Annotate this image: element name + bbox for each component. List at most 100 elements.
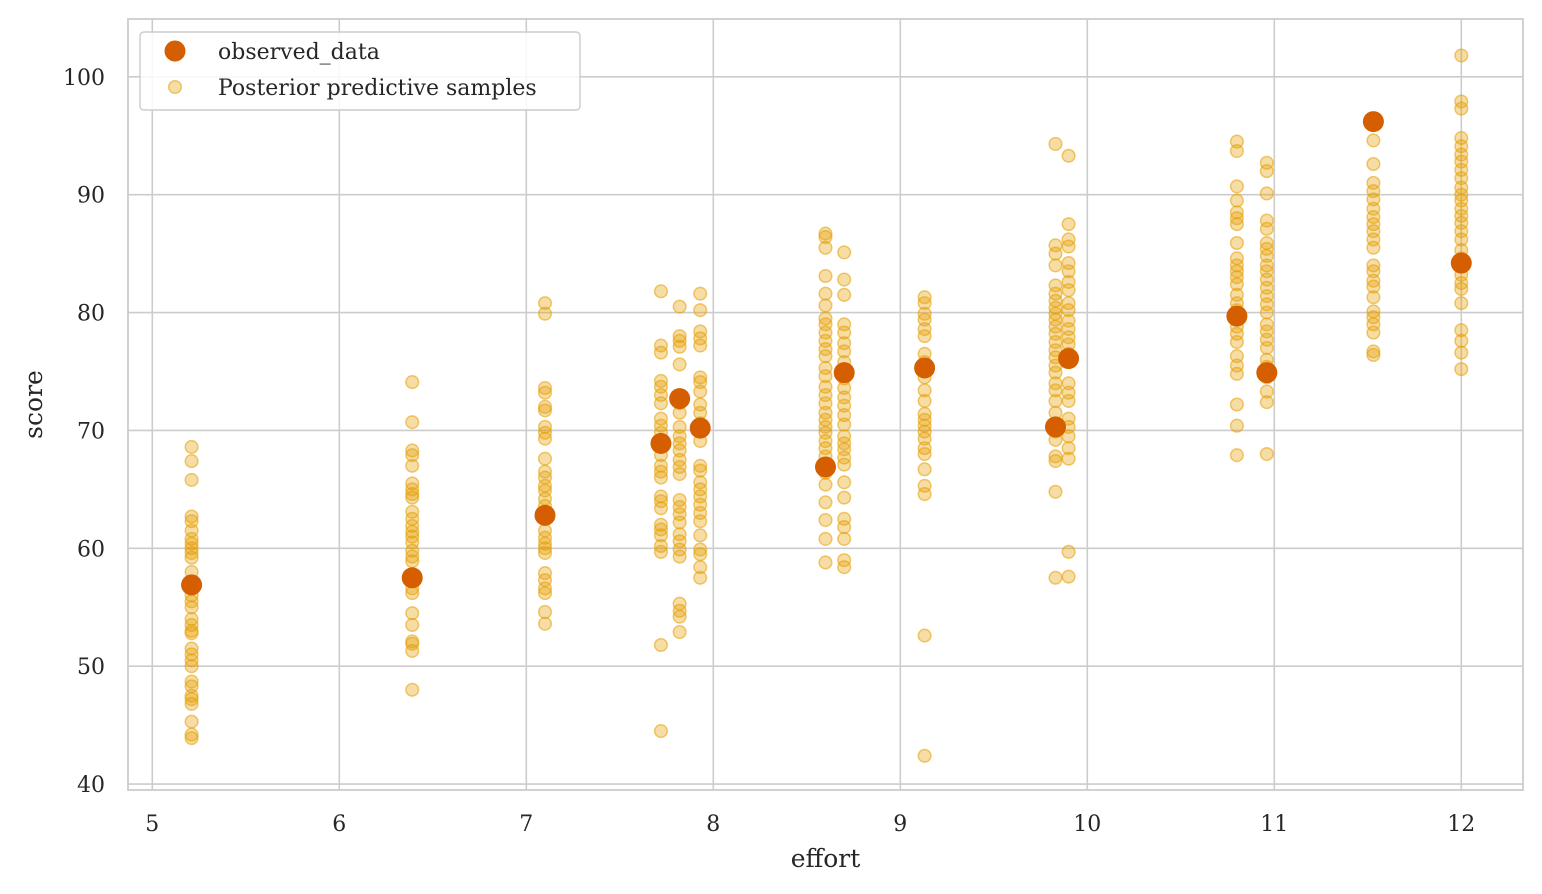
posterior-sample-point bbox=[818, 268, 833, 284]
posterior-sample-point bbox=[405, 443, 420, 458]
observed-data-point bbox=[815, 456, 836, 478]
posterior-sample-point bbox=[1061, 239, 1076, 254]
posterior-sample-point bbox=[1048, 286, 1063, 301]
posterior-sample-point bbox=[405, 415, 420, 430]
posterior-sample-point bbox=[405, 375, 420, 390]
posterior-sample-point bbox=[672, 549, 687, 564]
posterior-sample-point bbox=[1229, 143, 1244, 159]
posterior-sample-point bbox=[184, 439, 199, 454]
posterior-sample-point bbox=[537, 403, 553, 418]
posterior-sample-point bbox=[653, 489, 668, 504]
posterior-sample-point bbox=[537, 566, 553, 581]
y-tick-label: 80 bbox=[77, 302, 105, 327]
posterior-sample-point bbox=[693, 560, 708, 575]
posterior-sample-point bbox=[693, 570, 708, 585]
legend-label-observed: observed_data bbox=[218, 40, 380, 65]
legend-marker-posterior bbox=[167, 79, 183, 95]
posterior-sample-point bbox=[693, 528, 708, 543]
posterior-sample-point bbox=[837, 417, 852, 432]
posterior-sample-point bbox=[1061, 330, 1076, 345]
posterior-sample-point bbox=[917, 748, 932, 763]
legend: observed_data Posterior predictive sampl… bbox=[139, 31, 581, 111]
posterior-sample-point bbox=[917, 393, 932, 409]
posterior-sample-point bbox=[917, 424, 932, 439]
posterior-sample-point bbox=[1048, 136, 1063, 152]
legend-box bbox=[139, 31, 581, 111]
posterior-sample-point bbox=[1259, 241, 1274, 256]
posterior-sample-point bbox=[184, 454, 199, 469]
posterior-sample-point bbox=[1454, 48, 1469, 63]
posterior-sample-point bbox=[818, 477, 833, 492]
posterior-sample-point bbox=[1061, 544, 1076, 559]
posterior-sample-point bbox=[184, 545, 199, 561]
posterior-sample-point bbox=[917, 487, 932, 502]
posterior-sample-point bbox=[1366, 133, 1381, 148]
posterior-sample-point bbox=[818, 230, 833, 245]
posterior-sample-point bbox=[1061, 264, 1076, 279]
posterior-sample-point bbox=[1366, 210, 1381, 225]
observed-data-point bbox=[534, 504, 556, 526]
posterior-sample-point bbox=[405, 490, 420, 505]
posterior-sample-point bbox=[537, 296, 553, 311]
observed-data-point bbox=[1450, 252, 1472, 274]
posterior-sample-point bbox=[917, 628, 932, 643]
posterior-sample-point bbox=[1259, 317, 1274, 332]
posterior-sample-point bbox=[818, 342, 833, 357]
posterior-sample-point bbox=[693, 482, 708, 497]
posterior-sample-point bbox=[1061, 217, 1076, 232]
posterior-sample-point bbox=[1048, 570, 1063, 585]
observed-data-point bbox=[1362, 111, 1384, 133]
posterior-sample-point bbox=[837, 560, 852, 575]
posterior-sample-point bbox=[1454, 147, 1469, 162]
posterior-sample-point bbox=[837, 344, 852, 359]
posterior-sample-point bbox=[1454, 208, 1469, 223]
posterior-sample-point bbox=[917, 296, 932, 311]
y-tick-label: 90 bbox=[77, 184, 105, 209]
posterior-sample-point bbox=[405, 554, 420, 569]
posterior-sample-point bbox=[405, 549, 420, 564]
posterior-sample-point bbox=[672, 452, 687, 467]
posterior-sample-point bbox=[1366, 156, 1381, 172]
posterior-sample-point bbox=[537, 306, 553, 321]
posterior-sample-point bbox=[1061, 569, 1076, 584]
posterior-sample-point bbox=[1061, 296, 1076, 311]
posterior-sample-point bbox=[837, 325, 852, 340]
posterior-sample-point bbox=[672, 357, 687, 372]
posterior-sample-point bbox=[1454, 362, 1469, 377]
posterior-sample-point bbox=[537, 616, 553, 631]
y-tick-label: 40 bbox=[77, 773, 105, 798]
observed-data-point bbox=[401, 567, 423, 589]
posterior-sample-point bbox=[837, 490, 852, 505]
posterior-sample-point bbox=[1366, 217, 1381, 232]
posterior-sample-point bbox=[1061, 232, 1076, 247]
posterior-sample-point bbox=[537, 385, 553, 400]
posterior-sample-point bbox=[818, 240, 833, 255]
posterior-sample-point bbox=[1061, 451, 1076, 466]
posterior-sample-point bbox=[405, 458, 420, 473]
posterior-sample-point bbox=[405, 504, 420, 519]
posterior-sample-point bbox=[1048, 365, 1063, 380]
posterior-sample-point bbox=[693, 475, 708, 490]
posterior-sample-point bbox=[653, 338, 668, 353]
x-tick-label: 11 bbox=[1260, 812, 1288, 837]
posterior-sample-point bbox=[1229, 270, 1244, 285]
posterior-sample-point bbox=[1061, 283, 1076, 298]
posterior-sample-point bbox=[693, 331, 708, 346]
posterior-sample-point bbox=[184, 727, 199, 742]
posterior-sample-point bbox=[405, 524, 420, 539]
posterior-sample-point bbox=[672, 542, 687, 557]
posterior-sample-point bbox=[653, 284, 668, 299]
x-tick-label: 6 bbox=[332, 812, 346, 837]
posterior-sample-point bbox=[184, 472, 199, 487]
observed-data-point bbox=[833, 362, 855, 384]
posterior-sample-point bbox=[653, 470, 668, 485]
posterior-sample-point bbox=[1048, 319, 1063, 334]
posterior-sample-point bbox=[917, 329, 932, 344]
posterior-sample-point bbox=[837, 450, 852, 465]
posterior-sample-point bbox=[653, 724, 668, 739]
posterior-sample-point bbox=[1229, 235, 1244, 251]
posterior-sample-point bbox=[1454, 201, 1469, 216]
posterior-sample-point bbox=[1061, 441, 1076, 456]
posterior-sample-point bbox=[537, 545, 553, 561]
posterior-sample-point bbox=[837, 457, 852, 472]
